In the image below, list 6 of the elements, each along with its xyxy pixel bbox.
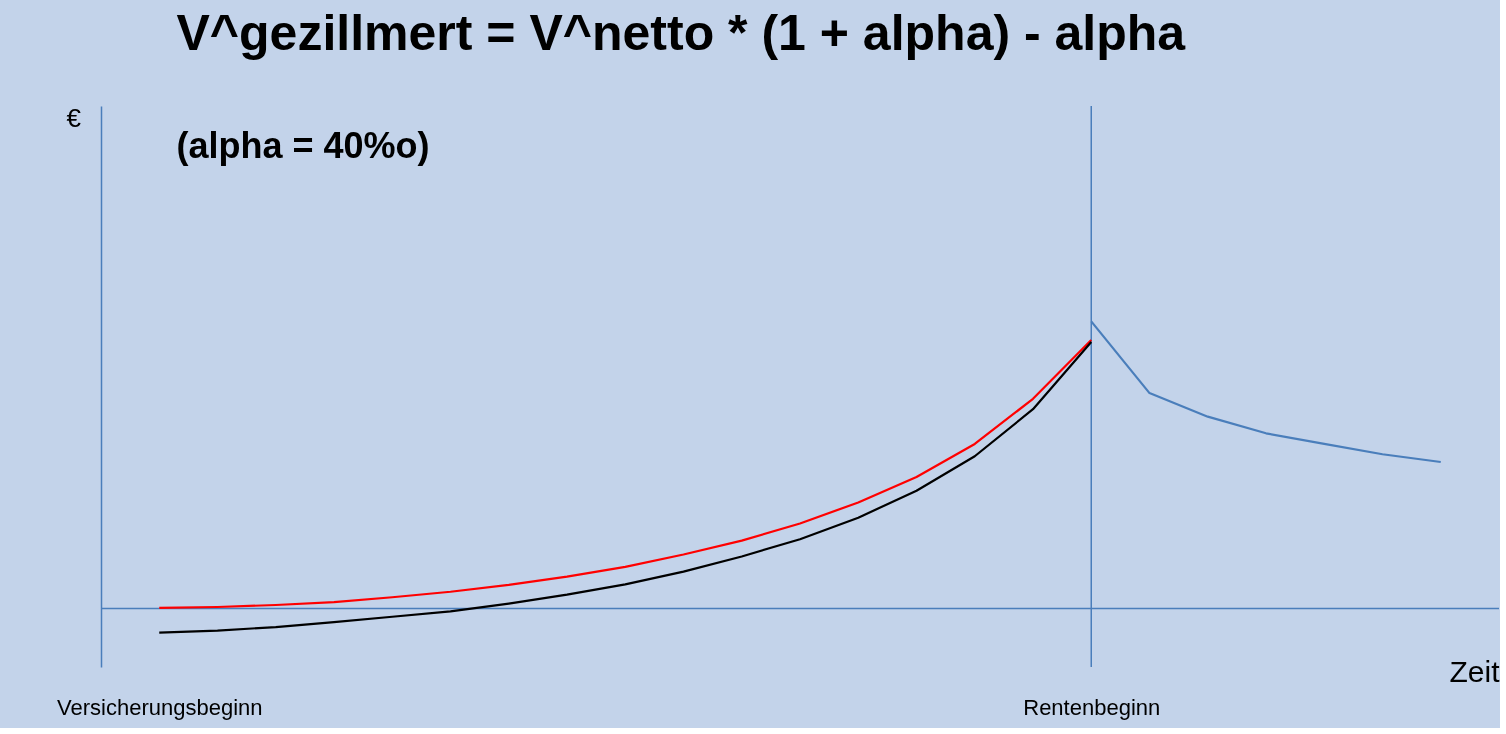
x-tick-label: Rentenbeginn	[1023, 694, 1161, 720]
chart-title: V^gezillmert = V^netto * (1 + alpha) - alpha	[176, 5, 1187, 62]
x-axis-title: Zeit	[1449, 654, 1501, 688]
chart-subtitle: (alpha = 40%o)	[176, 125, 430, 167]
x-tick-label: Versicherungsbeginn	[57, 694, 263, 720]
text: €	[66, 103, 82, 133]
